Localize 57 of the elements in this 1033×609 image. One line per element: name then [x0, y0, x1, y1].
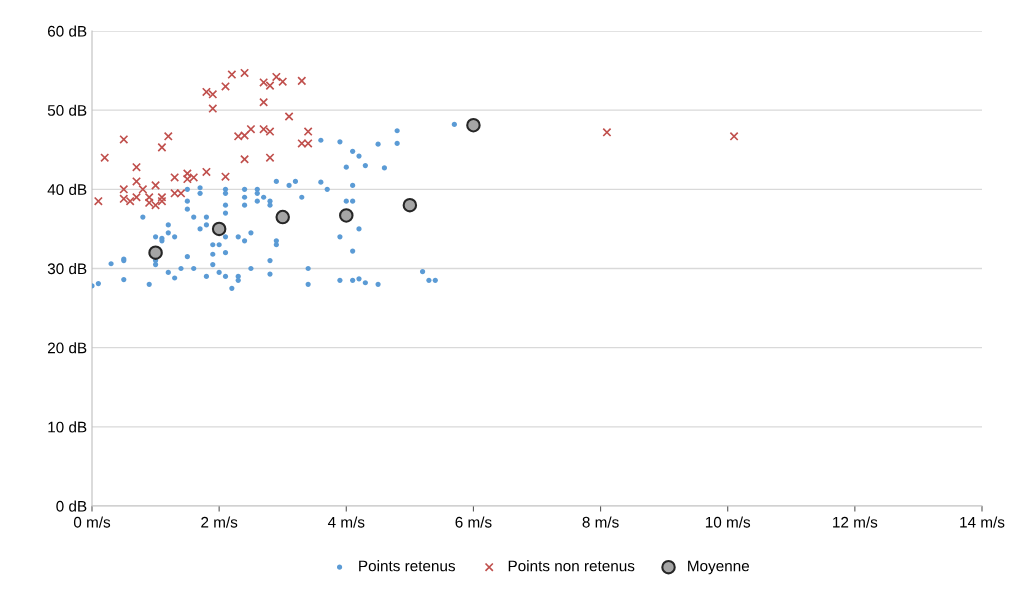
x-tick-label: 12 m/s — [833, 516, 878, 528]
point — [297, 76, 307, 86]
point — [157, 192, 167, 202]
point — [466, 117, 481, 133]
point — [151, 180, 161, 190]
point — [284, 111, 294, 122]
point — [148, 245, 163, 260]
point — [100, 153, 110, 163]
point — [131, 192, 142, 202]
point — [157, 142, 167, 152]
y-tick-label: 20 dB — [47, 342, 87, 354]
point — [339, 208, 354, 223]
x-tick-label: 14 m/s — [960, 516, 1005, 528]
point — [246, 124, 256, 134]
x-tick-label: 6 m/s — [455, 516, 492, 528]
point — [278, 77, 288, 87]
x-tick-label: 0 m/s — [73, 516, 111, 528]
x-tick-label: 10 m/s — [705, 516, 751, 528]
y-tick-label: 40 dB — [47, 183, 87, 196]
point — [163, 131, 173, 141]
y-tick-label: 60 dB — [47, 25, 87, 37]
point — [208, 104, 218, 114]
point — [157, 196, 167, 206]
point — [303, 127, 313, 137]
point — [119, 184, 129, 194]
y-tick-label: 10 dB — [48, 421, 87, 433]
point — [138, 184, 148, 194]
point — [144, 192, 154, 202]
point — [240, 154, 250, 164]
y-tick-label: 50 dB — [47, 104, 87, 116]
point — [131, 162, 142, 172]
legend-label: Points retenus — [359, 560, 456, 572]
point — [201, 167, 211, 177]
point — [402, 197, 418, 213]
point — [93, 196, 103, 206]
point — [211, 221, 227, 237]
point — [220, 172, 231, 182]
point — [729, 131, 739, 141]
point — [240, 68, 250, 78]
point — [275, 209, 290, 225]
y-tick-label: 0 dB — [56, 500, 87, 512]
point — [265, 153, 275, 163]
point — [119, 134, 129, 144]
x-tick-label: 4 m/s — [327, 516, 365, 528]
legend-label: Moyenne — [688, 560, 750, 575]
point — [602, 127, 612, 137]
point — [170, 172, 180, 182]
legend-label: Points non retenus — [508, 560, 635, 572]
point — [131, 176, 142, 186]
x-tick-label: 8 m/s — [582, 516, 619, 528]
point — [227, 70, 237, 80]
y-tick-label: 30 dB — [47, 262, 87, 275]
x-tick-label: 2 m/s — [201, 516, 238, 528]
point — [182, 168, 192, 179]
point — [271, 72, 281, 82]
point — [259, 97, 269, 107]
point — [220, 81, 231, 91]
